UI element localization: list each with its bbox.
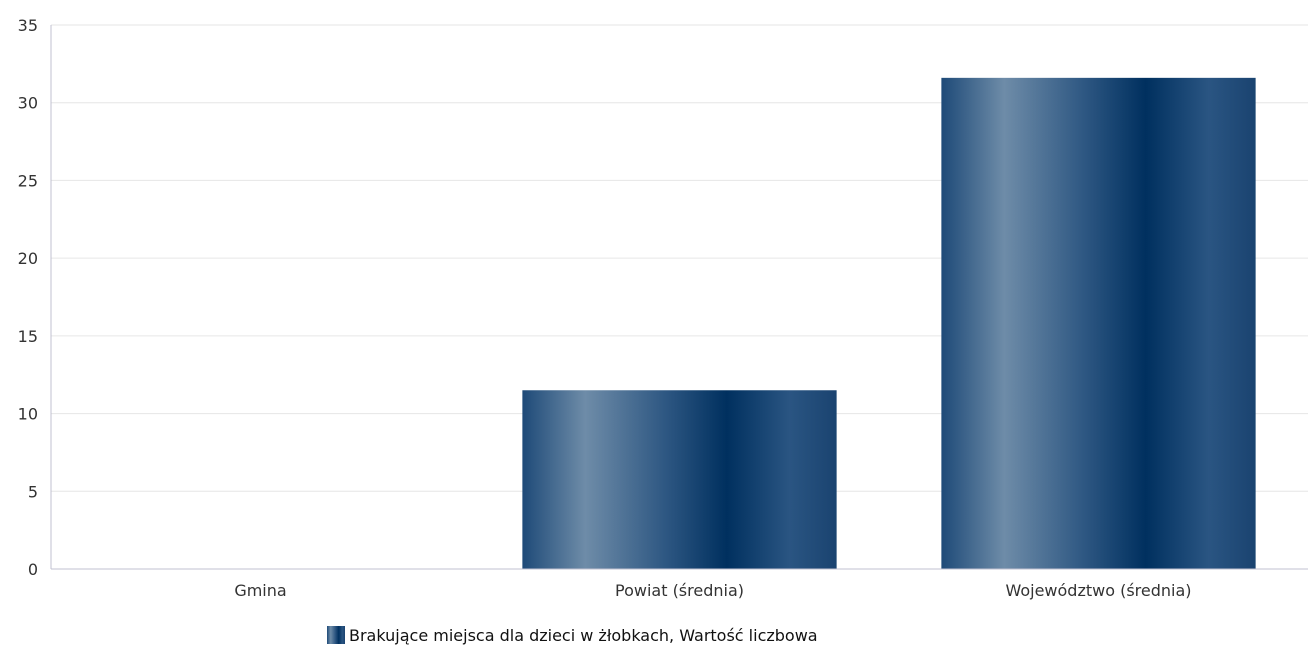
x-category-label: Gmina — [234, 581, 286, 600]
legend-label[interactable]: Brakujące miejsca dla dzieci w żłobkach,… — [349, 626, 818, 645]
axes — [50, 25, 1308, 570]
x-category-label: Województwo (średnia) — [1005, 581, 1191, 600]
y-tick-label: 30 — [18, 94, 38, 113]
bars — [522, 77, 1256, 570]
y-tick-label: 5 — [28, 482, 38, 501]
y-tick-label: 0 — [28, 560, 38, 579]
legend-swatch[interactable] — [327, 626, 345, 644]
y-tick-label: 35 — [18, 16, 38, 35]
legend[interactable]: Brakujące miejsca dla dzieci w żłobkach,… — [327, 626, 818, 645]
y-axis-ticks: 0 5 10 15 20 25 30 35 — [18, 16, 38, 579]
y-tick-label: 15 — [18, 327, 38, 346]
x-category-label: Powiat (średnia) — [615, 581, 744, 600]
x-axis-categories: Gmina Powiat (średnia) Województwo (średni… — [234, 581, 1191, 600]
y-tick-label: 25 — [18, 171, 38, 190]
bar-1[interactable] — [522, 390, 837, 569]
grid-lines — [51, 24, 1308, 492]
y-tick-label: 20 — [18, 249, 38, 268]
bar-2[interactable] — [941, 77, 1256, 570]
y-tick-label: 10 — [18, 405, 38, 424]
